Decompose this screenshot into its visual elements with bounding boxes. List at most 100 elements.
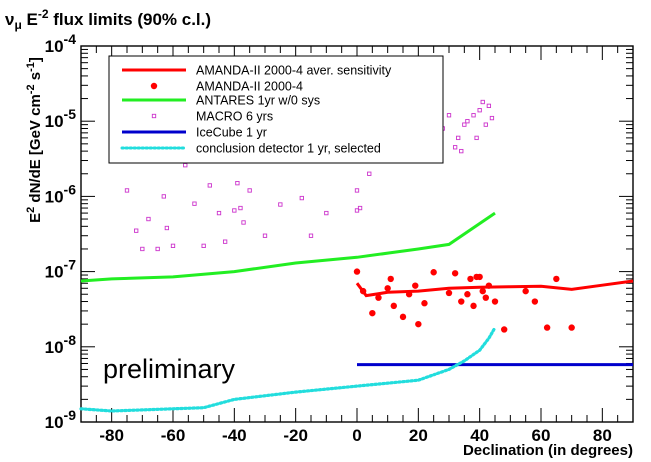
data-point bbox=[201, 243, 206, 248]
series-3 bbox=[124, 99, 495, 252]
x-tick-label: 0 bbox=[352, 426, 361, 445]
legend-label: AMANDA-II 2000-4 aver. sensitivity bbox=[196, 64, 392, 78]
data-point bbox=[357, 205, 363, 211]
data-point bbox=[522, 287, 529, 295]
data-point bbox=[262, 233, 268, 238]
data-point bbox=[324, 210, 329, 216]
preliminary-annotation: preliminary bbox=[103, 354, 236, 384]
data-point bbox=[247, 188, 252, 193]
data-point bbox=[192, 201, 197, 206]
series-2 bbox=[80, 211, 496, 283]
data-point bbox=[140, 246, 145, 252]
data-point bbox=[462, 122, 467, 127]
data-point bbox=[399, 313, 407, 321]
data-point bbox=[134, 228, 139, 233]
data-point bbox=[465, 119, 470, 124]
data-point bbox=[568, 324, 575, 331]
data-point bbox=[405, 291, 413, 298]
data-point bbox=[485, 282, 493, 289]
series-layer bbox=[79, 99, 634, 413]
data-point bbox=[474, 135, 479, 141]
data-point bbox=[354, 208, 360, 213]
y-tick-label: 10-8 bbox=[45, 332, 77, 357]
x-tick-label: 40 bbox=[470, 426, 489, 445]
data-point bbox=[553, 275, 560, 283]
data-point bbox=[415, 320, 422, 328]
data-point bbox=[456, 135, 461, 141]
data-point bbox=[161, 194, 166, 199]
data-point bbox=[470, 302, 477, 310]
data-point bbox=[170, 243, 176, 248]
x-tick-label: -40 bbox=[222, 426, 247, 445]
data-point bbox=[486, 103, 492, 109]
data-point bbox=[491, 298, 499, 305]
legend-label: conclusion detector 1 yr, selected bbox=[196, 142, 381, 156]
data-point bbox=[543, 324, 551, 331]
y-axis-title: E2 dN/dE [GeV cm-2 s-1] bbox=[25, 57, 44, 223]
data-point bbox=[222, 239, 228, 244]
data-point bbox=[387, 275, 394, 283]
legend-label: IceCube 1 yr bbox=[196, 126, 267, 140]
legend-label: ANTARES 1yr w/0 sys bbox=[196, 94, 320, 108]
data-point bbox=[476, 273, 483, 281]
data-point bbox=[216, 210, 222, 216]
x-tick-label: 60 bbox=[532, 426, 551, 445]
y-tick-label: 10-9 bbox=[45, 407, 77, 432]
svg-text:E2 dN/dE [GeV cm-2 s-1]: E2 dN/dE [GeV cm-2 s-1] bbox=[25, 57, 44, 223]
data-point bbox=[146, 216, 151, 222]
x-tick-label: -20 bbox=[283, 426, 308, 445]
y-tick-label: 10-7 bbox=[45, 257, 77, 282]
data-point bbox=[354, 188, 360, 193]
series-line bbox=[79, 326, 497, 413]
series-5 bbox=[79, 326, 497, 413]
y-tick-label: 10-6 bbox=[45, 181, 77, 206]
data-point bbox=[501, 326, 508, 333]
data-point bbox=[207, 183, 212, 188]
x-tick-label: 80 bbox=[593, 426, 612, 445]
data-point bbox=[446, 113, 452, 118]
data-point bbox=[430, 269, 437, 276]
legend-box bbox=[108, 55, 444, 164]
data-point bbox=[369, 309, 376, 317]
series-1 bbox=[353, 268, 575, 333]
data-point bbox=[308, 233, 314, 238]
data-point bbox=[124, 188, 130, 193]
data-point bbox=[241, 220, 246, 225]
x-tick-label: -80 bbox=[99, 426, 124, 445]
data-point bbox=[299, 195, 304, 201]
data-point bbox=[384, 285, 391, 292]
data-point bbox=[412, 282, 419, 289]
y-tick-label: 10-5 bbox=[45, 106, 77, 131]
data-point bbox=[238, 205, 243, 211]
data-point bbox=[467, 275, 474, 283]
data-point bbox=[483, 122, 488, 127]
data-point bbox=[482, 294, 489, 301]
data-point bbox=[458, 298, 465, 305]
data-point bbox=[451, 270, 459, 277]
data-point bbox=[531, 298, 539, 305]
y-tick-labels: 10-9 10-8 10-7 10-6 10-5 10-4 bbox=[45, 31, 77, 432]
data-point bbox=[232, 208, 237, 213]
legend-label: AMANDA-II 2000-4 bbox=[196, 80, 303, 94]
data-point bbox=[479, 287, 486, 295]
data-point bbox=[464, 291, 471, 298]
data-point bbox=[367, 171, 372, 176]
data-point bbox=[471, 113, 476, 118]
chart-title: νμ E-2 flux limits (90% c.l.) bbox=[5, 7, 211, 32]
data-point bbox=[375, 294, 382, 301]
data-point bbox=[235, 181, 240, 186]
series-line bbox=[355, 279, 634, 298]
legend-label: MACRO 6 yrs bbox=[196, 110, 273, 124]
data-point bbox=[489, 115, 495, 121]
data-point bbox=[452, 145, 458, 150]
data-point bbox=[390, 302, 397, 310]
data-point bbox=[183, 163, 188, 168]
x-axis-title: Declination (in degrees) bbox=[463, 442, 633, 459]
legend-swatch bbox=[150, 82, 158, 90]
data-point bbox=[477, 108, 482, 113]
data-point bbox=[164, 225, 170, 231]
data-point bbox=[155, 246, 160, 252]
y-tick-label: 10-4 bbox=[45, 31, 77, 56]
x-tick-label: 20 bbox=[409, 426, 428, 445]
